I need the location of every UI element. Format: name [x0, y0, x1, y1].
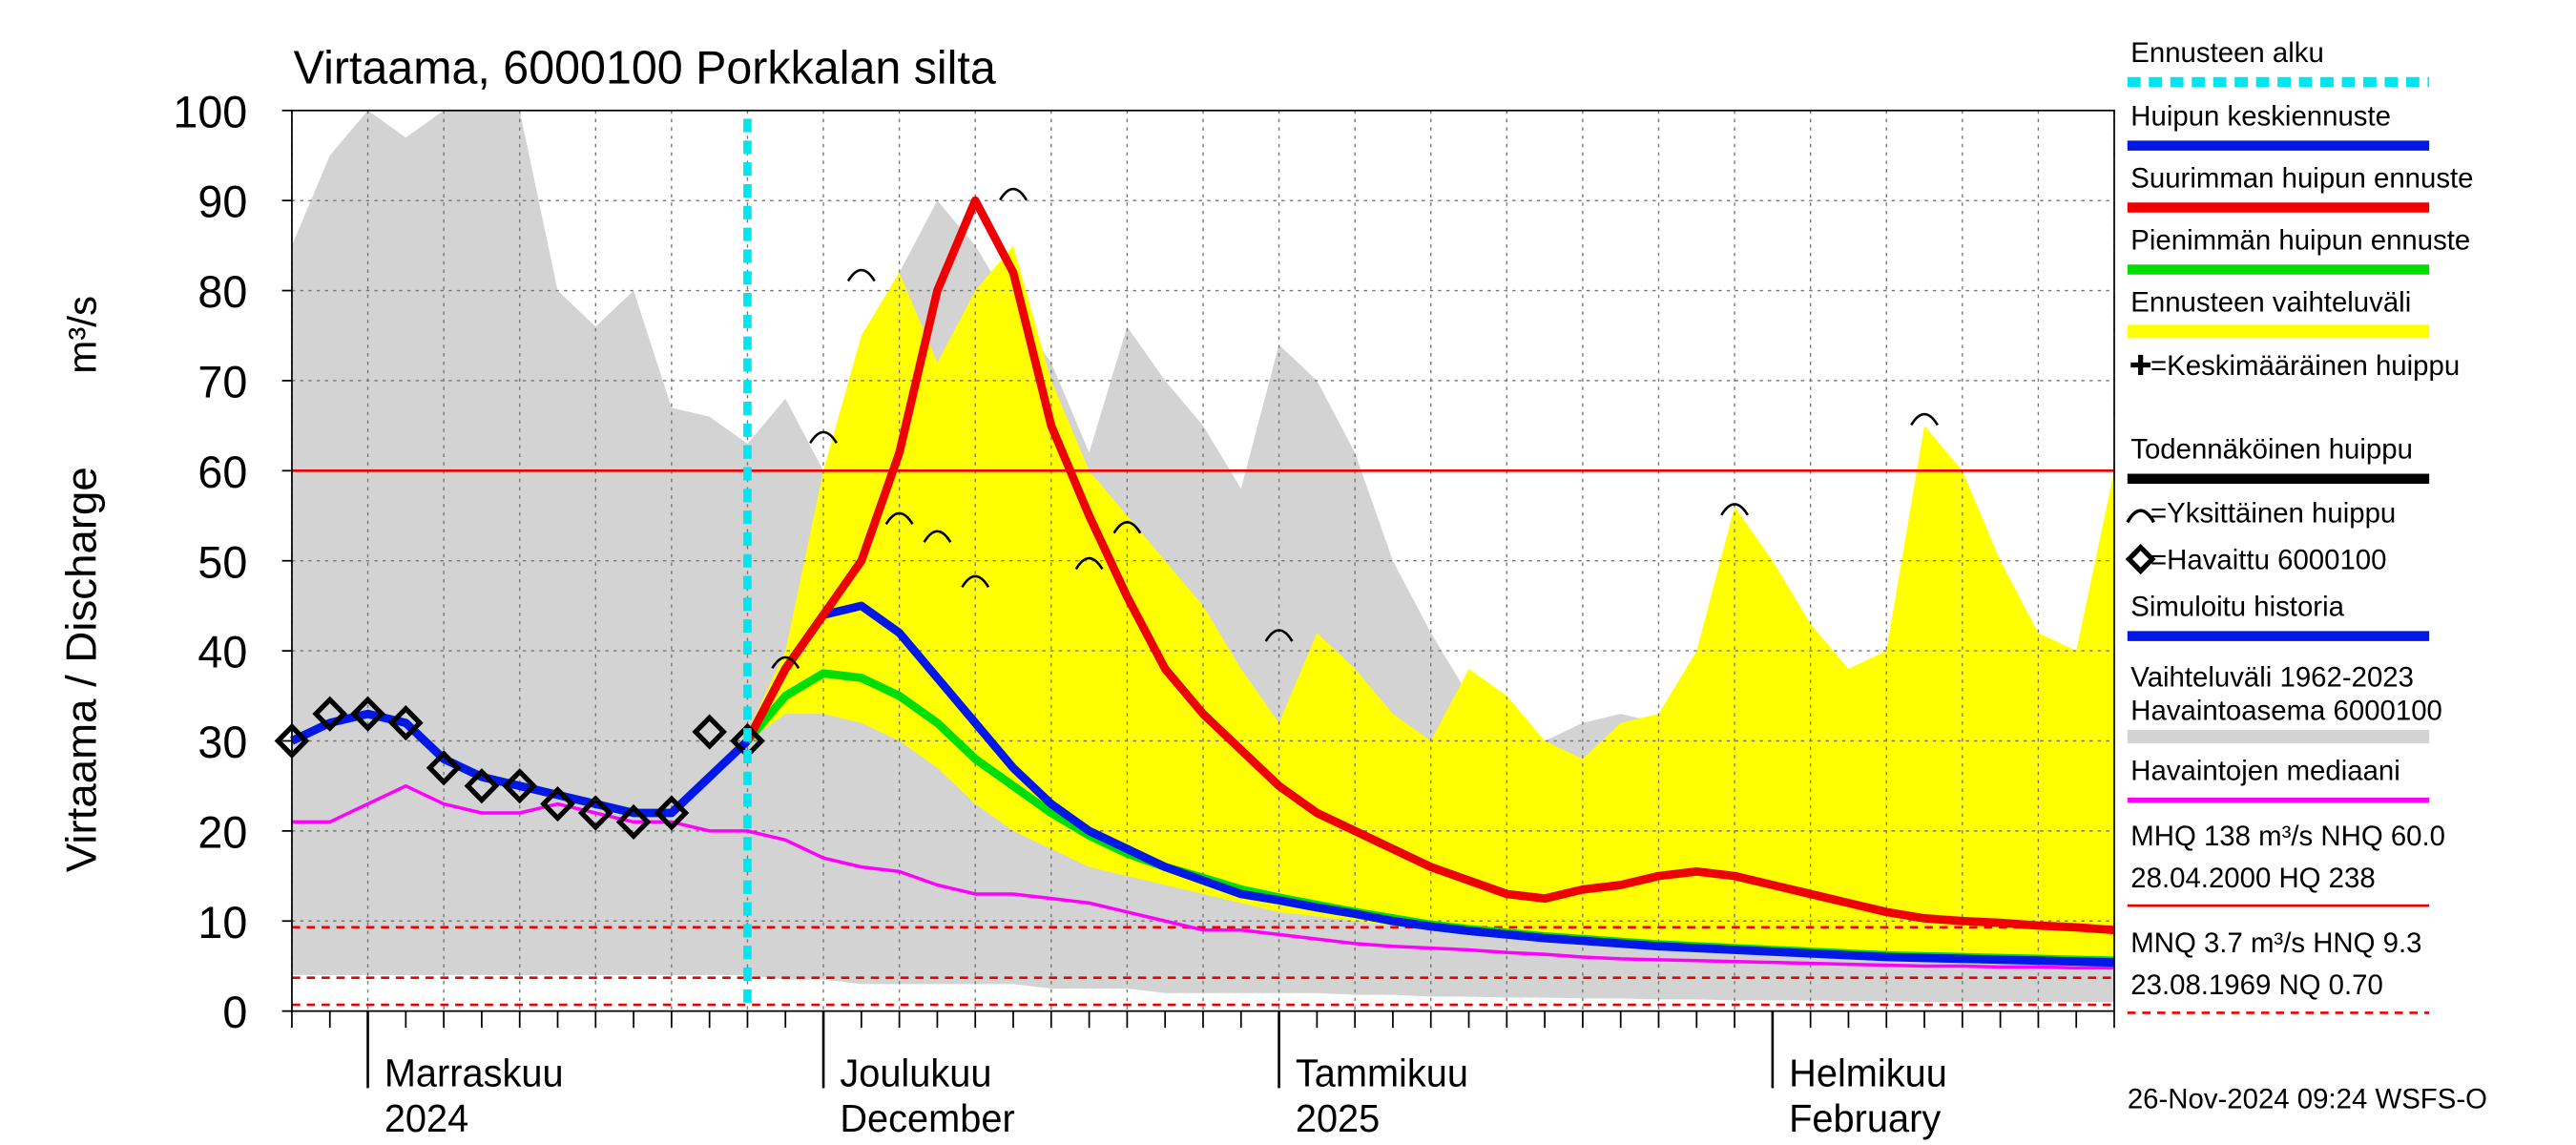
observed-point [464, 768, 500, 804]
legend-label: Vaihteluväli 1962-2023 [2130, 661, 2414, 693]
legend-label: =Keskimääräinen huippu [2150, 350, 2460, 382]
x-tick-label: Marraskuu [384, 1052, 564, 1094]
legend: Ennusteen alku Huipun keskiennuste Suurimm… [2125, 37, 2474, 1014]
y-tick-label: 80 [197, 266, 247, 317]
x-tick-label: 2025 [1296, 1098, 1380, 1140]
y-tick-label: 100 [173, 86, 247, 136]
legend-label: =Yksittäinen huippu [2150, 497, 2396, 529]
peak-mark [1910, 412, 1939, 427]
observed-point [730, 722, 765, 760]
observed-point [692, 714, 728, 750]
x-tick-label: February [1789, 1098, 1941, 1140]
legend-symbol [2126, 509, 2155, 524]
x-tick-label: Tammikuu [1296, 1052, 1468, 1094]
range-band [747, 245, 2115, 965]
series-line [743, 196, 2115, 935]
observed-point [274, 722, 310, 760]
observed-point [426, 750, 462, 786]
y-tick-label: 50 [197, 536, 247, 587]
peak-mark [1720, 503, 1750, 516]
y-axis-unit: m³/s [60, 296, 105, 374]
peak-mark [771, 656, 800, 670]
observed-point [350, 696, 385, 732]
peak-mark [809, 430, 838, 445]
peak-mark [961, 574, 990, 589]
observed-point [540, 785, 575, 822]
peak-mark [1264, 629, 1294, 642]
legend-label: 23.08.1969 NQ 0.70 [2130, 969, 2383, 1001]
legend-label: Pienimmän huipun ennuste [2130, 224, 2470, 256]
legend-label: Todennäköinen huippu [2130, 434, 2413, 466]
peak-mark [999, 187, 1028, 201]
series-line [743, 601, 2115, 968]
legend-label: 28.04.2000 HQ 238 [2130, 863, 2375, 894]
plot-frame [291, 109, 2115, 1012]
y-tick-label: 60 [197, 447, 247, 497]
legend-label: Suurimman huipun ennuste [2130, 162, 2473, 194]
series-line [290, 709, 751, 818]
y-tick-label: 70 [197, 356, 247, 406]
observed-point [312, 696, 348, 732]
observed-point [615, 803, 652, 841]
peak-mark [1074, 556, 1104, 571]
footer: 26-Nov-2024 09:24 WSFS-O [2128, 1083, 2487, 1114]
legend-label: Huipun keskiennuste [2130, 100, 2391, 132]
observed-point [654, 795, 690, 831]
y-tick-label: 30 [197, 717, 247, 767]
peak-mark [923, 530, 952, 543]
legend-label: Havaintojen mediaani [2130, 755, 2399, 786]
y-tick-label: 20 [197, 806, 247, 857]
legend-label: MHQ 138 m³/s NHQ 60.0 [2130, 821, 2445, 852]
x-tick-label: Helmikuu [1789, 1052, 1947, 1094]
plot-area [274, 109, 2115, 1089]
legend-label: =Havaittu 6000100 [2150, 544, 2386, 575]
legend-label: Havaintoasema 6000100 [2130, 695, 2442, 726]
y-tick-label: 90 [197, 176, 247, 226]
observed-point [577, 795, 613, 831]
legend-symbol [2130, 354, 2151, 375]
legend-label: Ennusteen vaihteluväli [2130, 286, 2411, 318]
series-line [291, 783, 2115, 970]
y-tick-label: 0 [222, 987, 247, 1037]
legend-label: MNQ 3.7 m³/s HNQ 9.3 [2130, 927, 2421, 959]
y-tick-label: 10 [197, 896, 247, 947]
observed-point [502, 768, 538, 804]
peak-mark [1112, 521, 1142, 534]
legend-label: Ennusteen alku [2130, 37, 2324, 69]
chart-title: Virtaama, 6000100 Porkkalan silta [294, 42, 997, 94]
x-tick-label: 2024 [384, 1098, 468, 1140]
legend-symbol [2125, 543, 2156, 575]
legend-label: Simuloitu historia [2130, 591, 2344, 622]
y-axis-label: Virtaama / Discharge [57, 467, 106, 872]
y-tick-label: 40 [197, 626, 247, 677]
observed-point [387, 705, 424, 741]
x-tick-label: Joulukuu [840, 1052, 991, 1094]
peak-mark [884, 511, 914, 526]
x-tick-label: December [840, 1098, 1014, 1140]
peak-mark [846, 268, 876, 282]
